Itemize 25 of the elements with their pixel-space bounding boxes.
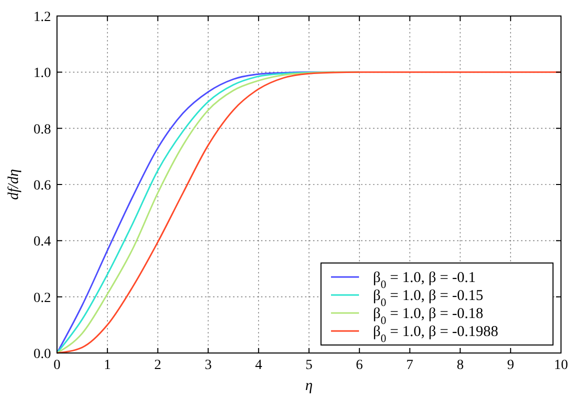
x-tick-label: 9 bbox=[507, 358, 514, 373]
x-tick-label: 4 bbox=[255, 358, 262, 373]
x-axis-title: η bbox=[305, 378, 313, 394]
x-tick-label: 2 bbox=[154, 358, 162, 373]
y-tick-label: 0.8 bbox=[34, 122, 51, 138]
y-tick-label: 1.0 bbox=[34, 66, 51, 82]
legend-label: β$_{0}$ = 1.0, β = -0.1 bbox=[373, 270, 476, 291]
y-tick-label: 0.4 bbox=[34, 234, 51, 250]
x-tick-label: 6 bbox=[356, 358, 363, 373]
x-tick-label: 5 bbox=[306, 358, 312, 373]
y-tick-label: 0.2 bbox=[34, 290, 51, 306]
y-axis-title: df/dη bbox=[6, 169, 22, 200]
y-tick-label: 0.6 bbox=[34, 178, 51, 194]
x-tick-label: 0 bbox=[54, 358, 60, 373]
legend-label: β$_{0}$ = 1.0, β = -0.1988 bbox=[373, 324, 498, 345]
y-tick-label: 1.2 bbox=[34, 10, 51, 25]
x-tick-label: 10 bbox=[554, 358, 568, 373]
x-tick-label: 7 bbox=[406, 358, 414, 373]
x-tick-label: 3 bbox=[204, 358, 212, 373]
legend-label: β$_{0}$ = 1.0, β = -0.18 bbox=[373, 306, 484, 327]
legend-label: β$_{0}$ = 1.0, β = -0.15 bbox=[373, 288, 484, 309]
x-tick-label: 8 bbox=[456, 358, 464, 373]
x-tick-label: 1 bbox=[104, 358, 111, 373]
line-series bbox=[56, 71, 562, 354]
y-tick-label: 0.0 bbox=[34, 347, 51, 362]
